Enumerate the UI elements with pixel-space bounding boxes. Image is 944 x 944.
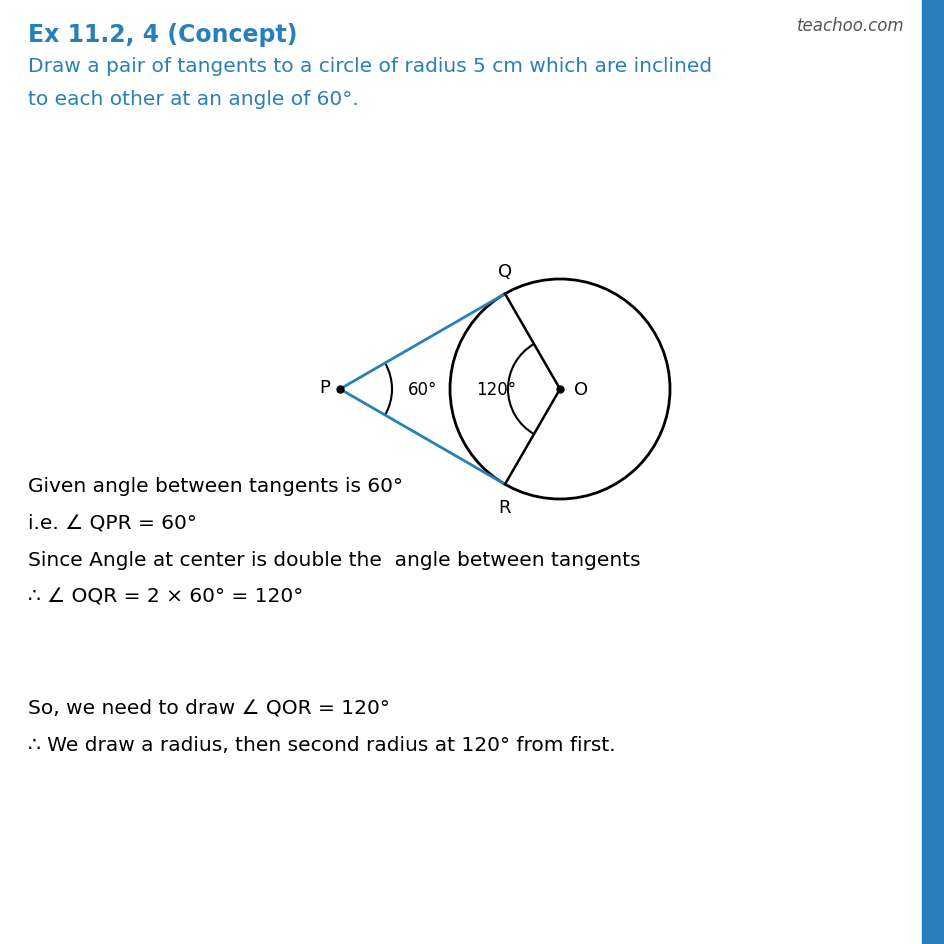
Text: Given angle between tangents is 60°: Given angle between tangents is 60° <box>28 477 402 496</box>
Text: Since Angle at center is double the  angle between tangents: Since Angle at center is double the angl… <box>28 550 640 569</box>
Text: 120°: 120° <box>476 380 515 398</box>
Text: So, we need to draw ∠ QOR = 120°: So, we need to draw ∠ QOR = 120° <box>28 699 390 717</box>
Text: ∴ ∠ OQR = 2 × 60° = 120°: ∴ ∠ OQR = 2 × 60° = 120° <box>28 587 303 606</box>
Text: Ex 11.2, 4 (Concept): Ex 11.2, 4 (Concept) <box>28 23 297 47</box>
Text: to each other at an angle of 60°.: to each other at an angle of 60°. <box>28 90 358 109</box>
Text: 60°: 60° <box>408 380 437 398</box>
Text: O: O <box>573 380 587 398</box>
Text: i.e. ∠ QPR = 60°: i.e. ∠ QPR = 60° <box>28 514 196 532</box>
Text: teachoo.com: teachoo.com <box>797 17 904 35</box>
Text: ∴ We draw a radius, then second radius at 120° from first.: ∴ We draw a radius, then second radius a… <box>28 735 615 754</box>
Text: Q: Q <box>497 262 512 280</box>
Text: P: P <box>319 379 329 396</box>
Bar <box>921 0 944 944</box>
Text: R: R <box>498 498 511 516</box>
Text: Draw a pair of tangents to a circle of radius 5 cm which are inclined: Draw a pair of tangents to a circle of r… <box>28 57 712 76</box>
